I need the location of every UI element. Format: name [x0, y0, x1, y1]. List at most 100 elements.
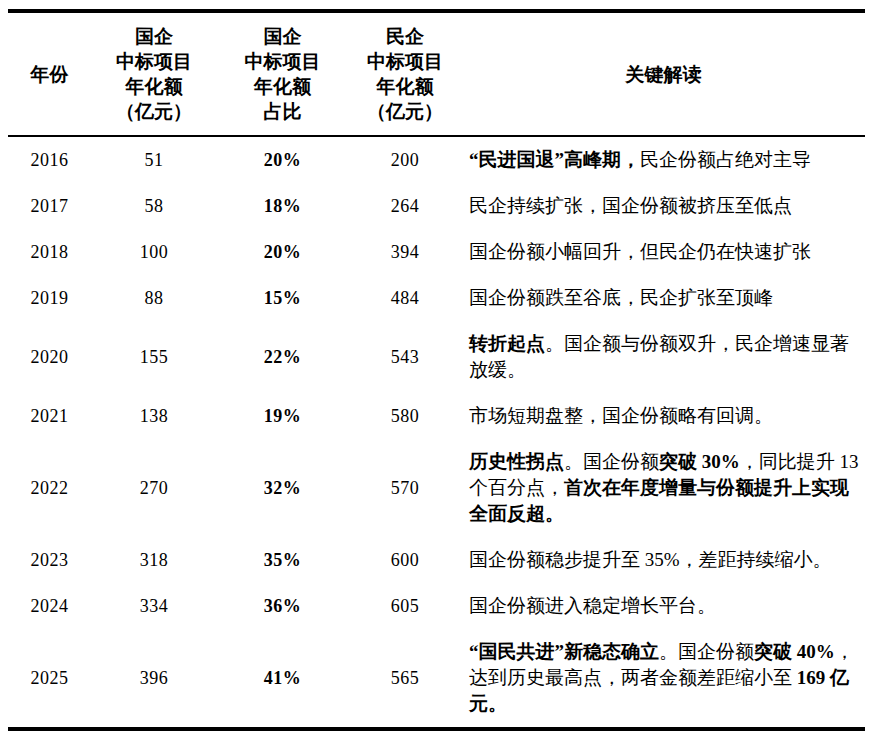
interpretation-cell: 国企份额进入稳定增长平台。	[462, 583, 865, 629]
soe-amount-cell: 58	[91, 183, 217, 229]
year-cell: 2016	[8, 136, 91, 183]
soe-share-cell: 19%	[217, 393, 348, 439]
header-soe-share: 国企 中标项目 年化额 占比	[217, 11, 348, 136]
text-segment: 58	[145, 196, 164, 216]
table-row: 2018 100 20% 394 国企份额小幅回升，但民企仍在快速扩张	[8, 229, 865, 275]
text-segment: 国企份额小幅回升，但民企仍在快速扩张	[469, 241, 811, 262]
soe-share-cell: 35%	[217, 537, 348, 583]
table-row: 2024 334 36%605 国企份额进入稳定增长平台。	[8, 583, 865, 629]
year-cell: 2024	[8, 583, 91, 629]
soe-amount-cell: 318	[91, 537, 217, 583]
text-segment: 570	[391, 478, 420, 498]
table-row: 2019 88 15% 484 国企份额跌至谷底，民企扩张至顶峰	[8, 275, 865, 321]
text-segment: 2024	[31, 596, 69, 616]
year-cell: 2025	[8, 629, 91, 729]
text-segment: 51	[145, 150, 164, 170]
page: 年份 国企 中标项目 年化额 （亿元） 国企 中标项目 年化额 占比 民企 中标…	[0, 0, 873, 744]
bold-text-segment: 突破 40%	[754, 641, 835, 662]
text-segment: 318	[140, 550, 169, 570]
text-segment: 2019	[31, 288, 69, 308]
text-segment: 138	[140, 406, 169, 426]
interpretation-cell: 转折起点。国企额与份额双升，民企增速显著放缓。	[462, 321, 865, 393]
text-segment: 334	[140, 596, 169, 616]
text-segment: 580	[391, 406, 420, 426]
text-segment: 2018	[31, 242, 69, 262]
soe-share-cell: 22%	[217, 321, 348, 393]
soe-amount-cell: 396	[91, 629, 217, 729]
soe-amount-cell: 155	[91, 321, 217, 393]
data-table: 年份 国企 中标项目 年化额 （亿元） 国企 中标项目 年化额 占比 民企 中标…	[8, 9, 865, 731]
interpretation-cell: 民企持续扩张，国企份额被挤压至低点	[462, 183, 865, 229]
text-segment: 20%	[264, 242, 302, 262]
table-row: 2020 155 22% 543 转折起点。国企额与份额双升，民企增速显著放缓。	[8, 321, 865, 393]
soe-share-cell: 32%	[217, 439, 348, 537]
soe-amount-cell: 138	[91, 393, 217, 439]
text-segment: 2022	[31, 478, 69, 498]
soe-amount-cell: 334	[91, 583, 217, 629]
soe-amount-cell: 51	[91, 136, 217, 183]
text-segment: 国企份额稳步提升至 35%，差距持续缩小。	[469, 549, 832, 570]
table-row: 2023 318 35% 600 国企份额稳步提升至 35%，差距持续缩小。	[8, 537, 865, 583]
text-segment: 100	[140, 242, 169, 262]
interpretation-cell: “国民共进”新稳态确立。国企份额突破 40%，达到历史最高点，两者金额差距缩小至…	[462, 629, 865, 729]
interpretation-cell: “民进国退”高峰期，民企份额占绝对主导	[462, 136, 865, 183]
table-row: 2022 270 32% 570 历史性拐点。国企份额突破 30%，同比提升 13 个百…	[8, 439, 865, 537]
text-segment: 484	[391, 288, 420, 308]
text-segment: 270	[140, 478, 169, 498]
interpretation-cell: 历史性拐点。国企份额突破 30%，同比提升 13 个百分点，首次在年度增量与份额…	[462, 439, 865, 537]
text-segment: 20%	[264, 150, 302, 170]
header-interpretation: 关键解读	[462, 11, 865, 136]
text-segment: 543	[391, 347, 420, 367]
text-segment: 264	[391, 196, 420, 216]
interpretation-cell: 国企份额跌至谷底，民企扩张至顶峰	[462, 275, 865, 321]
table-row: 2016 51 20% 200“民进国退”高峰期，民企份额占绝对主导	[8, 136, 865, 183]
year-cell: 2017	[8, 183, 91, 229]
text-segment: 396	[140, 668, 169, 688]
text-segment: 2020	[31, 347, 69, 367]
year-cell: 2022	[8, 439, 91, 537]
text-segment: 国企份额跌至谷底，民企扩张至顶峰	[469, 287, 773, 308]
text-segment: 15%	[264, 288, 302, 308]
bold-text-segment: “民进国退”高峰期，	[469, 149, 640, 170]
year-cell: 2019	[8, 275, 91, 321]
year-cell: 2020	[8, 321, 91, 393]
soe-share-cell: 36%	[217, 583, 348, 629]
table-row: 2021 138 19% 580 市场短期盘整，国企份额略有回调。	[8, 393, 865, 439]
soe-share-cell: 15%	[217, 275, 348, 321]
header-year: 年份	[8, 11, 91, 136]
bold-text-segment: “国民共进”新稳态确立	[469, 641, 659, 662]
soe-amount-cell: 100	[91, 229, 217, 275]
text-segment: 155	[140, 347, 169, 367]
text-segment: 2017	[31, 196, 69, 216]
year-cell: 2018	[8, 229, 91, 275]
soe-amount-cell: 270	[91, 439, 217, 537]
soe-amount-cell: 88	[91, 275, 217, 321]
private-amount-cell: 565	[348, 629, 462, 729]
text-segment: 394	[391, 242, 420, 262]
header-soe-amount: 国企 中标项目 年化额 （亿元）	[91, 11, 217, 136]
text-segment: 2021	[31, 406, 69, 426]
private-amount-cell: 600	[348, 537, 462, 583]
text-segment: 。国企份额	[564, 451, 659, 472]
text-segment: 18%	[264, 196, 302, 216]
text-segment: 35%	[264, 550, 302, 570]
private-amount-cell: 200	[348, 136, 462, 183]
table-row: 2017 58 18% 264 民企持续扩张，国企份额被挤压至低点	[8, 183, 865, 229]
private-amount-cell: 605	[348, 583, 462, 629]
table-body: 2016 51 20% 200“民进国退”高峰期，民企份额占绝对主导 2017 58 18%…	[8, 136, 865, 729]
private-amount-cell: 264	[348, 183, 462, 229]
text-segment: 国企份额进入稳定增长平台。	[469, 595, 716, 616]
interpretation-cell: 国企份额稳步提升至 35%，差距持续缩小。	[462, 537, 865, 583]
private-amount-cell: 543	[348, 321, 462, 393]
text-segment: 。国企份额	[659, 641, 754, 662]
text-segment: 市场短期盘整，国企份额略有回调。	[469, 405, 773, 426]
bold-text-segment: 转折起点	[469, 333, 545, 354]
text-segment: 565	[391, 668, 420, 688]
text-segment: 88	[145, 288, 164, 308]
text-segment: 2023	[31, 550, 69, 570]
soe-share-cell: 20%	[217, 229, 348, 275]
soe-share-cell: 20%	[217, 136, 348, 183]
year-cell: 2023	[8, 537, 91, 583]
text-segment: 22%	[264, 347, 302, 367]
soe-share-cell: 18%	[217, 183, 348, 229]
